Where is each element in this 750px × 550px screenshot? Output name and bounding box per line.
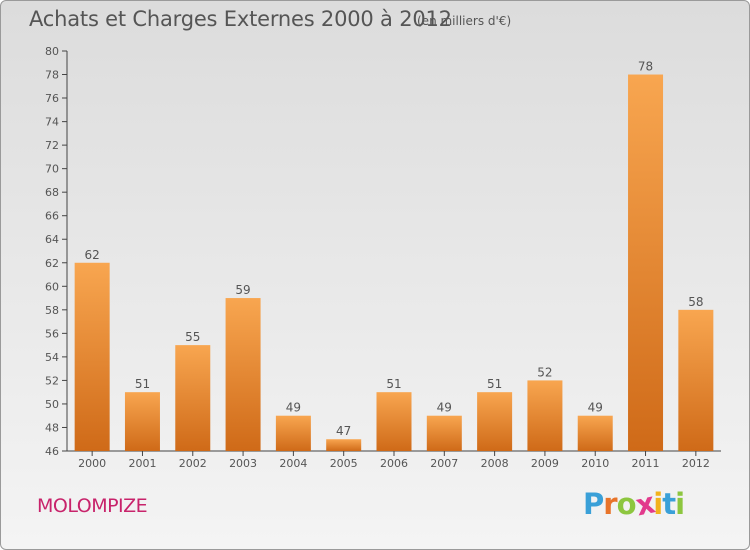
bar (477, 392, 513, 451)
y-tick-label: 66 (45, 210, 59, 223)
bar (577, 415, 613, 451)
bar (678, 309, 714, 451)
y-tick-label: 64 (45, 233, 59, 246)
chart-title: Achats et Charges Externes 2000 à 2012 (29, 7, 452, 31)
bar-value-label: 59 (235, 283, 250, 297)
bar (74, 262, 110, 451)
y-tick-label: 62 (45, 257, 59, 270)
y-tick-label: 60 (45, 280, 59, 293)
bar (628, 74, 664, 451)
x-tick-label: 2009 (531, 457, 559, 470)
bar (376, 392, 412, 451)
x-tick-label: 2002 (179, 457, 207, 470)
x-tick-label: 2010 (581, 457, 609, 470)
bar (275, 415, 311, 451)
commune-name: MOLOMPIZE (37, 495, 148, 517)
y-tick-label: 68 (45, 186, 59, 199)
logo-letter: o (616, 487, 637, 521)
bar-value-label: 51 (487, 377, 502, 391)
bar (124, 392, 160, 451)
x-tick-label: 2006 (380, 457, 408, 470)
logo-letter: P (583, 487, 604, 521)
x-tick-label: 2000 (78, 457, 106, 470)
logo-letter: i (675, 487, 685, 521)
y-tick-label: 46 (45, 445, 59, 458)
logo-letter: r (603, 487, 617, 521)
bar-value-label: 55 (185, 330, 200, 344)
bar-value-label: 62 (85, 248, 100, 262)
y-tick-label: 52 (45, 374, 59, 387)
bar-value-label: 49 (286, 401, 301, 415)
bar (426, 415, 462, 451)
bar-value-label: 58 (688, 295, 703, 309)
logo-letter: i (653, 487, 663, 521)
x-tick-label: 2007 (430, 457, 458, 470)
x-tick-label: 2001 (128, 457, 156, 470)
x-tick-label: 2012 (682, 457, 710, 470)
x-tick-label: 2005 (330, 457, 358, 470)
bar-value-label: 47 (336, 424, 351, 438)
bar-value-label: 49 (588, 401, 603, 415)
x-tick-label: 2003 (229, 457, 257, 470)
y-tick-label: 56 (45, 327, 59, 340)
logo-letter: t (662, 487, 676, 521)
x-tick-label: 2004 (279, 457, 307, 470)
y-tick-label: 58 (45, 304, 59, 317)
bar-value-label: 52 (537, 365, 552, 379)
proxiti-logo[interactable]: Proxiti (583, 486, 685, 523)
x-tick-label: 2011 (632, 457, 660, 470)
y-tick-label: 72 (45, 139, 59, 152)
bar-value-label: 51 (135, 377, 150, 391)
bar (225, 298, 261, 451)
bar (326, 439, 362, 451)
y-tick-label: 50 (45, 398, 59, 411)
y-tick-label: 48 (45, 421, 59, 434)
y-tick-label: 76 (45, 92, 59, 105)
y-tick-label: 54 (45, 351, 59, 364)
chart-subtitle: (en milliers d'€) (417, 14, 512, 28)
y-tick-label: 74 (45, 116, 59, 129)
x-tick-label: 2008 (481, 457, 509, 470)
bar (175, 345, 211, 451)
bar-value-label: 51 (386, 377, 401, 391)
y-tick-label: 80 (45, 45, 59, 58)
bar-value-label: 49 (437, 401, 452, 415)
y-tick-label: 70 (45, 163, 59, 176)
bar-value-label: 78 (638, 60, 653, 74)
bar (527, 380, 563, 451)
y-tick-label: 78 (45, 69, 59, 82)
